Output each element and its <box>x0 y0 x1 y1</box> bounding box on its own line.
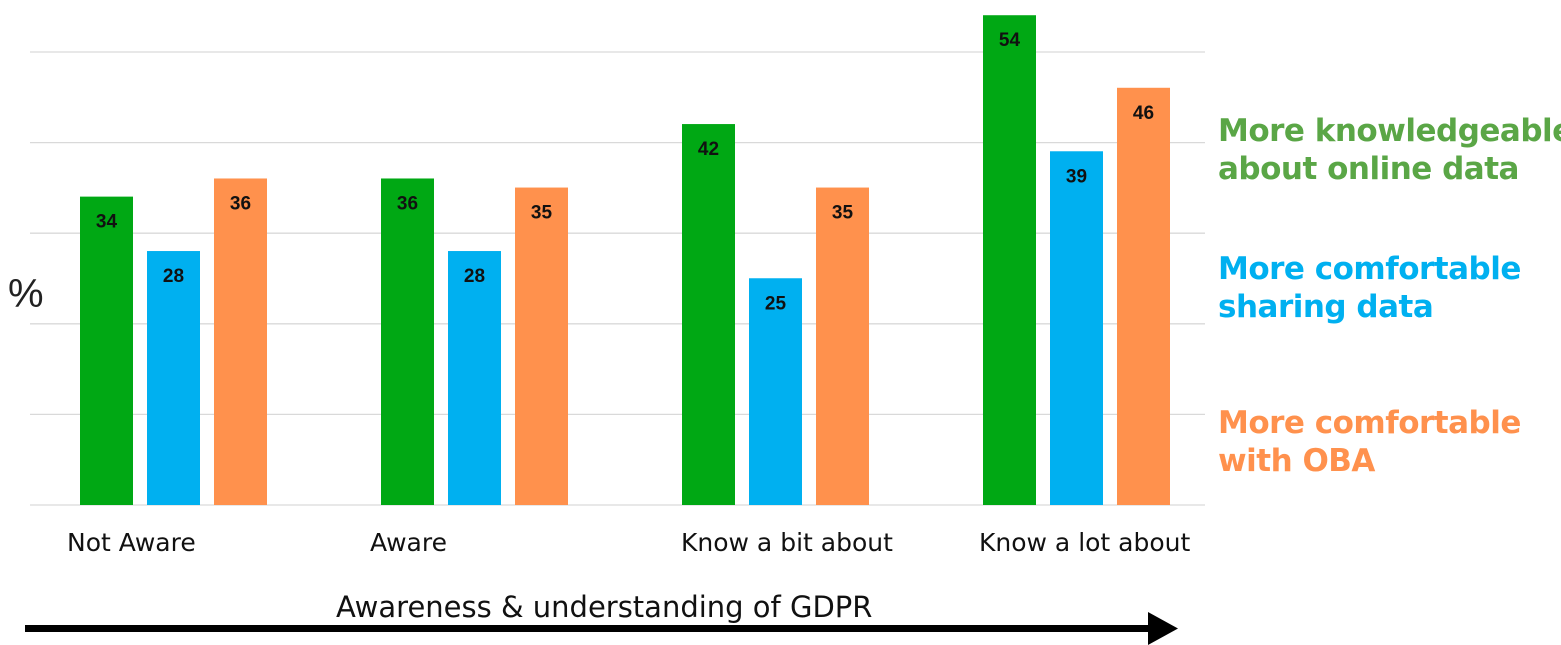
category-label-know-a-lot: Know a lot about <box>979 528 1191 557</box>
data-label: 28 <box>464 266 485 287</box>
bars <box>80 15 1170 506</box>
bar <box>214 178 267 506</box>
category-label-aware: Aware <box>370 528 447 557</box>
bar <box>515 187 568 506</box>
data-label: 34 <box>96 212 118 233</box>
data-label: 46 <box>1133 103 1154 124</box>
bar <box>983 15 1036 505</box>
data-label: 36 <box>230 193 251 214</box>
legend-entry-oba: More comfortable with OBA <box>1218 404 1521 480</box>
bar <box>682 124 735 505</box>
category-label-know-a-bit: Know a bit about <box>681 528 893 557</box>
x-axis-arrow <box>25 612 1178 645</box>
data-label: 35 <box>531 203 553 224</box>
bar <box>1050 151 1103 505</box>
bar <box>147 251 200 505</box>
data-label: 42 <box>698 139 719 160</box>
data-label: 28 <box>163 266 184 287</box>
category-label-not-aware: Not Aware <box>67 528 196 557</box>
legend-entry-knowledgeable: More knowledgeable about online data <box>1218 112 1561 188</box>
bar <box>1117 87 1170 505</box>
legend-line: More comfortable <box>1218 251 1521 287</box>
data-labels: 34 36 42 54 28 28 25 39 36 35 35 46 <box>96 30 1154 314</box>
legend-line: sharing data <box>1218 289 1434 325</box>
data-label: 36 <box>397 193 418 214</box>
legend-line: with OBA <box>1218 443 1375 479</box>
legend-line: More comfortable <box>1218 405 1521 441</box>
legend-line: More knowledgeable <box>1218 113 1561 149</box>
data-label: 25 <box>765 293 787 314</box>
data-label: 54 <box>999 30 1021 51</box>
bar <box>448 251 501 505</box>
bar <box>381 178 434 506</box>
bar <box>749 278 802 505</box>
data-label: 39 <box>1066 166 1087 187</box>
data-label: 35 <box>832 203 854 224</box>
bar <box>80 196 133 505</box>
y-axis-label: % <box>8 272 44 316</box>
bar <box>816 187 869 506</box>
legend-line: about online data <box>1218 151 1519 187</box>
x-axis-label: Awareness & understanding of GDPR <box>336 590 873 624</box>
legend-entry-sharing: More comfortable sharing data <box>1218 250 1521 326</box>
